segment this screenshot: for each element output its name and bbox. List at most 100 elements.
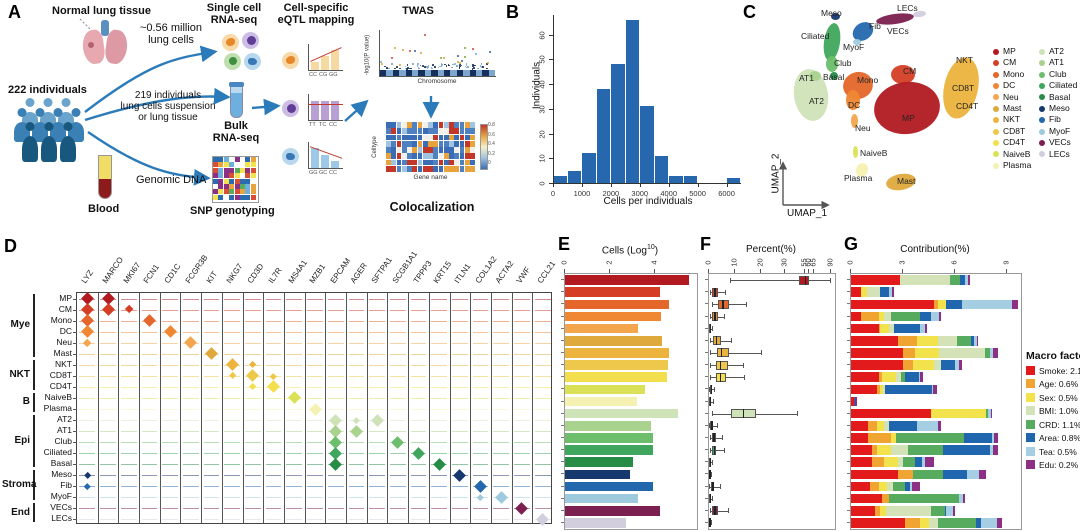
f-cap bbox=[743, 362, 745, 368]
genotype-label: CC bbox=[309, 72, 317, 78]
b-x-tick-label: 0 bbox=[550, 189, 556, 198]
violin-baseline bbox=[327, 309, 344, 311]
violin-baseline bbox=[348, 386, 365, 388]
violin-baseline bbox=[348, 353, 365, 355]
g-seg-Plasma-Area bbox=[853, 396, 856, 407]
snp-cell bbox=[240, 162, 246, 168]
heatmap-cell bbox=[422, 165, 428, 172]
colorbar-tick-label: 0 bbox=[488, 160, 491, 166]
row-tick bbox=[561, 461, 564, 463]
f-median bbox=[709, 494, 712, 504]
violin-baseline bbox=[224, 519, 241, 521]
violin-baseline bbox=[245, 309, 261, 311]
violin-baseline bbox=[265, 475, 282, 477]
row-tick bbox=[561, 303, 564, 305]
violin-baseline bbox=[534, 353, 551, 355]
violin-baseline bbox=[472, 364, 489, 366]
f-cap bbox=[709, 289, 711, 295]
manhattan-dot bbox=[459, 62, 462, 65]
violin-baseline bbox=[182, 409, 199, 410]
manhattan-dot bbox=[419, 64, 422, 67]
macro-factor-item: Sex: 0.5% bbox=[1026, 392, 1080, 403]
violin-baseline bbox=[452, 497, 468, 499]
f-title: Percent(%) bbox=[745, 244, 796, 255]
violin-baseline bbox=[327, 320, 344, 322]
violin-baseline bbox=[182, 508, 199, 510]
violin-baseline bbox=[307, 364, 323, 366]
manhattan-plot: -log10(P value) Chromosome bbox=[363, 28, 501, 90]
g-seg-Basal-Smoke bbox=[851, 457, 872, 467]
violin-baseline bbox=[307, 331, 323, 333]
violin-baseline bbox=[472, 342, 489, 344]
violin-baseline bbox=[369, 386, 385, 388]
f-median bbox=[712, 482, 714, 491]
manhattan-dot bbox=[448, 64, 450, 67]
violin-baseline bbox=[100, 342, 116, 344]
f-cap bbox=[716, 423, 718, 429]
violin-baseline bbox=[493, 309, 510, 311]
macro-factor-item: CRD: 1.1% bbox=[1026, 419, 1080, 430]
violin-baseline bbox=[514, 486, 530, 488]
chromosome-band bbox=[456, 70, 464, 76]
heatmap-cell bbox=[464, 140, 470, 147]
g-seg-Club-Tea bbox=[991, 433, 995, 443]
violin-baseline bbox=[203, 453, 220, 455]
legend-dot bbox=[1039, 128, 1045, 135]
heatmap-cell bbox=[412, 153, 418, 160]
umap-cluster-label-NKT: NKT bbox=[956, 55, 973, 65]
g-seg-Mono-Sex bbox=[937, 299, 947, 310]
eqtl-chart-2: TT TC CC bbox=[304, 94, 346, 132]
violin-baseline bbox=[79, 519, 96, 521]
violin-baseline bbox=[162, 298, 178, 300]
violin-baseline bbox=[431, 375, 448, 377]
d-row-tick bbox=[73, 298, 77, 300]
f-whisker bbox=[709, 437, 723, 439]
violin-baseline bbox=[141, 298, 158, 300]
axis-tick-label: 4 bbox=[649, 260, 659, 265]
heatmap-cell bbox=[433, 140, 439, 147]
violin-baseline bbox=[245, 298, 261, 300]
g-seg-Fib-Tea bbox=[909, 481, 912, 492]
snp-cell bbox=[213, 173, 219, 179]
d-row-tick bbox=[73, 442, 77, 444]
g-seg-AT2-Sex bbox=[930, 408, 987, 419]
violin-baseline bbox=[245, 397, 261, 399]
violin-baseline bbox=[307, 431, 323, 433]
violin-baseline bbox=[389, 431, 406, 433]
g-seg-LECs-CRD bbox=[937, 518, 976, 528]
violin-baseline bbox=[369, 353, 385, 355]
manhattan-dot bbox=[477, 67, 479, 70]
g-seg-Basal-CRD bbox=[903, 457, 916, 467]
violin-marker bbox=[494, 491, 508, 504]
heatmap-cell bbox=[470, 165, 475, 172]
individuals-count-label: 222 individuals bbox=[8, 84, 87, 96]
g-title: Contribution(%) bbox=[900, 244, 970, 255]
row-tick bbox=[561, 327, 564, 329]
manhattan-dot bbox=[390, 57, 393, 60]
f-median bbox=[713, 433, 715, 443]
g-seg-Neu-Sex bbox=[880, 323, 890, 334]
umap1-axis-label: UMAP_1 bbox=[787, 208, 828, 219]
violin-baseline bbox=[265, 431, 282, 433]
violin-baseline bbox=[286, 508, 303, 510]
gene-label-VWF: VWF bbox=[514, 265, 533, 285]
axis-tick bbox=[564, 269, 565, 273]
snp-cell bbox=[240, 157, 246, 163]
heatmap-cell bbox=[407, 153, 412, 160]
g-seg-Meso-Edu bbox=[979, 469, 987, 480]
violin-baseline bbox=[348, 342, 365, 344]
umap-cluster-label-DC: DC bbox=[848, 100, 861, 110]
violin-baseline bbox=[348, 298, 365, 300]
violin-baseline bbox=[389, 353, 406, 355]
violin-baseline bbox=[431, 420, 448, 422]
violin-marker bbox=[205, 347, 218, 361]
d-group-bracket bbox=[33, 293, 35, 357]
g-seg-VECs-Tea bbox=[946, 506, 954, 516]
violin-marker bbox=[350, 424, 363, 438]
f-median bbox=[710, 384, 712, 394]
violin-baseline bbox=[141, 331, 158, 333]
d-col-separator bbox=[428, 293, 430, 523]
violin-baseline bbox=[182, 375, 199, 377]
violin-baseline bbox=[162, 475, 178, 477]
violin-baseline bbox=[493, 386, 510, 388]
